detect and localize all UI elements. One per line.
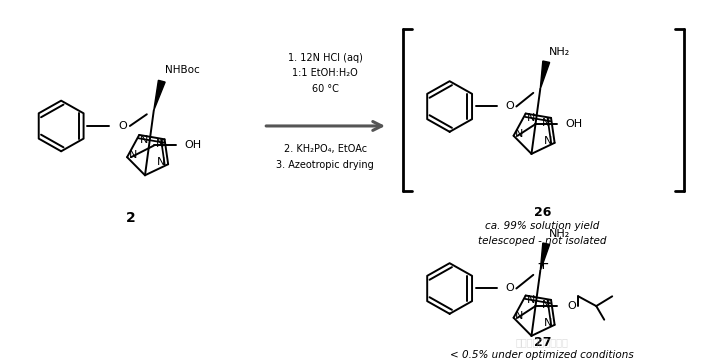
Text: ca. 99% solution yield: ca. 99% solution yield (485, 221, 599, 231)
Text: 1:1 EtOH:H₂O: 1:1 EtOH:H₂O (292, 68, 358, 79)
Text: 1. 12N HCl (aq): 1. 12N HCl (aq) (287, 53, 363, 63)
Text: O: O (119, 121, 127, 131)
Text: OH: OH (566, 119, 582, 129)
Text: O: O (505, 101, 514, 111)
Polygon shape (540, 243, 550, 271)
Text: O: O (567, 301, 575, 311)
Text: 3. Azeotropic drying: 3. Azeotropic drying (276, 160, 374, 170)
Polygon shape (540, 61, 550, 89)
Text: N: N (544, 136, 552, 146)
Text: N: N (129, 150, 137, 160)
Text: NH₂: NH₂ (549, 229, 570, 239)
Text: 27: 27 (534, 336, 551, 349)
Text: +: + (536, 257, 549, 272)
Text: N: N (515, 129, 524, 139)
Text: 2: 2 (126, 211, 136, 225)
Text: < 0.5% under optimized conditions: < 0.5% under optimized conditions (450, 350, 634, 360)
Text: 2. KH₂PO₄, EtOAc: 2. KH₂PO₄, EtOAc (284, 144, 366, 154)
Text: N: N (515, 311, 524, 321)
Text: N: N (155, 139, 164, 149)
Text: OH: OH (184, 140, 201, 151)
Text: N: N (527, 113, 535, 123)
Text: N: N (542, 300, 550, 310)
Text: NHBoc: NHBoc (164, 66, 200, 75)
Text: N: N (544, 318, 552, 328)
Text: O: O (505, 283, 514, 294)
Text: 26: 26 (534, 206, 551, 219)
Polygon shape (154, 80, 165, 110)
Text: N: N (140, 135, 148, 145)
Text: NH₂: NH₂ (549, 47, 570, 57)
Text: N: N (542, 118, 550, 128)
Text: 60 °C: 60 °C (311, 84, 339, 94)
Text: telescoped - not isolated: telescoped - not isolated (478, 236, 606, 246)
Text: N: N (157, 157, 165, 167)
Text: 原料药合成工艺开发: 原料药合成工艺开发 (516, 337, 569, 347)
Text: N: N (527, 295, 535, 306)
